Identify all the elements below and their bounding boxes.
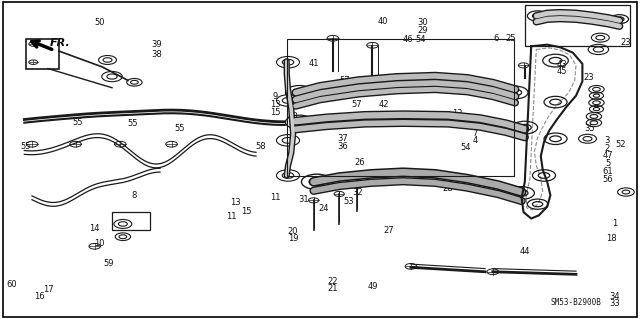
- Text: 60: 60: [6, 280, 17, 289]
- Text: 19: 19: [288, 234, 298, 243]
- Text: 34: 34: [609, 292, 620, 300]
- Text: 23: 23: [621, 38, 631, 47]
- Text: 32: 32: [352, 188, 362, 197]
- Text: 26: 26: [355, 158, 365, 167]
- Text: 9: 9: [273, 92, 278, 101]
- Text: 38: 38: [152, 50, 162, 59]
- Text: 61: 61: [603, 167, 613, 176]
- Text: 45: 45: [557, 67, 567, 76]
- Bar: [112, 212, 150, 230]
- Text: 21: 21: [328, 284, 338, 293]
- Text: 16: 16: [35, 292, 45, 300]
- Text: FR.: FR.: [50, 38, 70, 48]
- Text: 13: 13: [230, 198, 241, 207]
- Text: 1: 1: [612, 219, 617, 228]
- Text: 35: 35: [585, 124, 595, 133]
- Text: 12: 12: [452, 109, 463, 118]
- Text: 57: 57: [339, 76, 349, 85]
- Text: 11: 11: [270, 193, 280, 202]
- Text: 17: 17: [44, 285, 54, 294]
- Text: 15: 15: [270, 108, 280, 117]
- Bar: [287, 39, 514, 176]
- Text: 28: 28: [443, 184, 453, 193]
- Text: 48: 48: [288, 112, 298, 121]
- Text: 25: 25: [506, 34, 516, 43]
- Text: 58: 58: [256, 142, 266, 151]
- Text: 43: 43: [557, 60, 567, 69]
- Bar: [525, 5, 630, 46]
- Text: 53: 53: [344, 197, 354, 206]
- Text: 46: 46: [403, 35, 413, 44]
- Text: 31: 31: [299, 195, 309, 204]
- Text: 55: 55: [20, 142, 31, 151]
- Text: 56: 56: [603, 175, 613, 184]
- Text: 8: 8: [132, 191, 137, 200]
- Text: 42: 42: [379, 100, 389, 109]
- Text: 40: 40: [378, 17, 388, 26]
- Text: 22: 22: [328, 277, 338, 286]
- Text: 29: 29: [417, 26, 428, 35]
- Text: 6: 6: [493, 34, 499, 43]
- Text: 30: 30: [417, 19, 428, 27]
- Text: 5: 5: [605, 159, 611, 168]
- Text: 7: 7: [472, 129, 477, 138]
- Text: 24: 24: [318, 204, 328, 213]
- Text: 59: 59: [104, 259, 114, 268]
- Text: 55: 55: [73, 118, 83, 127]
- Text: 41: 41: [308, 59, 319, 68]
- Text: 14: 14: [90, 224, 100, 233]
- Text: 44: 44: [520, 247, 530, 256]
- Text: 33: 33: [609, 299, 620, 308]
- Text: 39: 39: [152, 40, 162, 48]
- Text: 37: 37: [337, 134, 348, 143]
- Text: 55: 55: [174, 124, 184, 133]
- Text: 15: 15: [241, 207, 252, 216]
- Text: 2: 2: [604, 144, 609, 153]
- Bar: [26, 39, 59, 69]
- Text: 20: 20: [288, 227, 298, 236]
- Text: 23: 23: [584, 73, 594, 82]
- Text: 49: 49: [367, 282, 378, 291]
- Text: 57: 57: [352, 100, 362, 109]
- Text: 52: 52: [616, 140, 626, 149]
- Text: 55: 55: [128, 119, 138, 128]
- Text: SM53-B2900B: SM53-B2900B: [550, 298, 601, 307]
- Text: 54: 54: [461, 143, 471, 152]
- Text: 50: 50: [94, 18, 104, 27]
- Text: 27: 27: [384, 226, 394, 235]
- Text: 36: 36: [337, 142, 348, 151]
- Text: 18: 18: [606, 234, 616, 243]
- Text: 47: 47: [603, 151, 613, 160]
- Text: 3: 3: [604, 137, 609, 145]
- Text: 11: 11: [227, 212, 237, 221]
- Text: 4: 4: [472, 137, 477, 145]
- Text: 51: 51: [478, 117, 488, 126]
- Text: 10: 10: [94, 239, 104, 248]
- Text: 54: 54: [416, 35, 426, 44]
- Text: 13: 13: [270, 100, 280, 109]
